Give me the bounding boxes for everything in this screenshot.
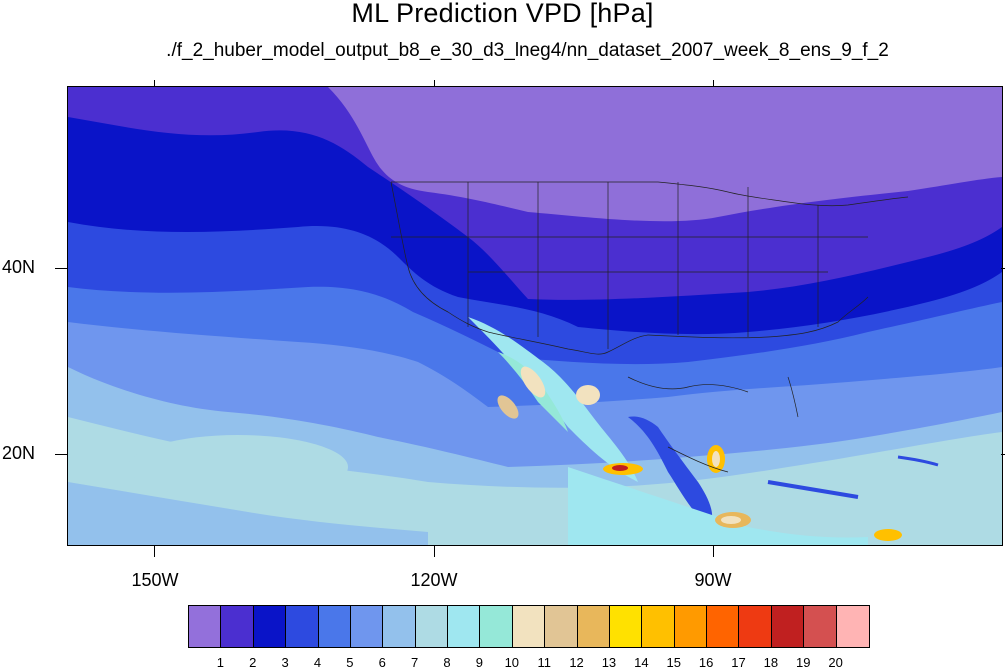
- colorbar-label-6: 6: [378, 655, 386, 670]
- lon-label-120w: 120W: [410, 570, 458, 590]
- colorbar-box-15: [642, 606, 675, 647]
- vpd-map: [67, 86, 1003, 546]
- colorbar-box-16: [674, 606, 707, 647]
- vpd-contour-map: [68, 87, 1002, 545]
- colorbar-labels: 1 2 3 4 5 6 7 8 9 10 11 12 13 14 15 16 17 18 19 20: [188, 655, 868, 671]
- colorbar-box-8: [415, 606, 448, 647]
- colorbar-box-13: [577, 606, 610, 647]
- lat-tick-40n: [55, 268, 67, 269]
- lon-tick-90w: [713, 545, 714, 557]
- colorbar-label-15: 15: [666, 655, 681, 670]
- lat-label-40n: 40N: [2, 257, 36, 277]
- lon-tick-150w-top: [154, 80, 155, 86]
- colorbar-label-13: 13: [601, 655, 617, 670]
- colorbar-label-1: 1: [216, 655, 224, 670]
- colorbar-label-20: 20: [828, 655, 843, 670]
- colorbar-label-12: 12: [569, 655, 584, 670]
- colorbar-box-4: [286, 606, 319, 647]
- colorbar-label-5: 5: [346, 655, 354, 670]
- colorbar-box-14: [609, 606, 643, 647]
- colorbar: [188, 605, 870, 648]
- colorbar-label-16: 16: [698, 655, 714, 670]
- colorbar-label-11: 11: [537, 655, 551, 670]
- colorbar-box-21: [836, 606, 869, 647]
- colorbar-box-10: [480, 606, 513, 647]
- lon-tick-120w-top: [434, 80, 435, 86]
- plot-subtitle: ./f_2_huber_model_output_b8_e_30_d3_lneg…: [166, 40, 889, 61]
- colorbar-box-12: [545, 606, 578, 647]
- colorbar-box-18: [739, 606, 772, 647]
- lat-label-20n: 20N: [2, 443, 36, 463]
- colorbar-box-11: [512, 606, 546, 647]
- colorbar-label-14: 14: [634, 655, 649, 670]
- plot-title: ML Prediction VPD [hPa]: [351, 0, 654, 28]
- colorbar-label-9: 9: [475, 655, 484, 670]
- colorbar-label-17: 17: [731, 655, 746, 670]
- colorbar-box-20: [804, 606, 837, 647]
- colorbar-box-17: [707, 606, 740, 647]
- colorbar-label-7: 7: [411, 655, 419, 670]
- lat-tick-40n-right: [1001, 268, 1005, 269]
- colorbar-label-10: 10: [504, 655, 520, 670]
- colorbar-box-6: [350, 606, 384, 647]
- lon-tick-120w: [434, 545, 435, 557]
- colorbar-label-2: 2: [249, 655, 257, 670]
- lon-label-150w: 150W: [131, 570, 179, 590]
- colorbar-box-7: [383, 606, 416, 647]
- colorbar-label-19: 19: [796, 655, 811, 670]
- colorbar-label-18: 18: [763, 655, 779, 670]
- colorbar-label-8: 8: [443, 655, 451, 670]
- colorbar-box-9: [448, 606, 481, 647]
- lon-tick-150w: [154, 545, 155, 557]
- lat-tick-20n-right: [1001, 454, 1005, 455]
- colorbar-box-3: [253, 606, 287, 647]
- colorbar-label-4: 4: [313, 655, 322, 670]
- lon-label-90w: 90W: [694, 570, 732, 590]
- colorbar-box-1: [189, 606, 222, 647]
- colorbar-box-2: [221, 606, 254, 647]
- colorbar-label-3: 3: [281, 655, 289, 670]
- lon-tick-90w-top: [713, 80, 714, 86]
- colorbar-box-5: [318, 606, 351, 647]
- colorbar-box-19: [771, 606, 805, 647]
- lat-tick-20n: [55, 454, 67, 455]
